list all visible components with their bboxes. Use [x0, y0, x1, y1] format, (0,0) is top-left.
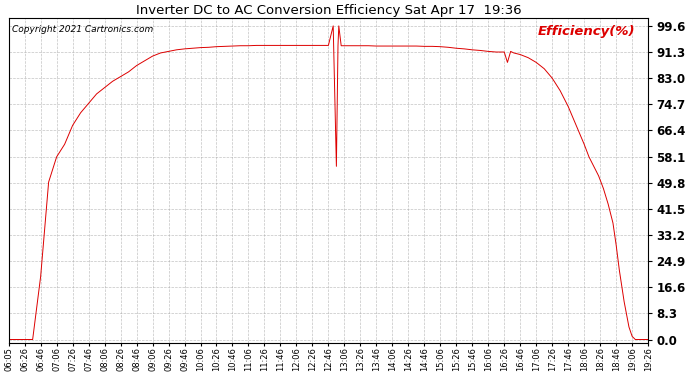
Text: Efficiency(%): Efficiency(%) [538, 25, 635, 38]
Title: Inverter DC to AC Conversion Efficiency Sat Apr 17  19:36: Inverter DC to AC Conversion Efficiency … [135, 4, 521, 17]
Text: Copyright 2021 Cartronics.com: Copyright 2021 Cartronics.com [12, 25, 153, 34]
